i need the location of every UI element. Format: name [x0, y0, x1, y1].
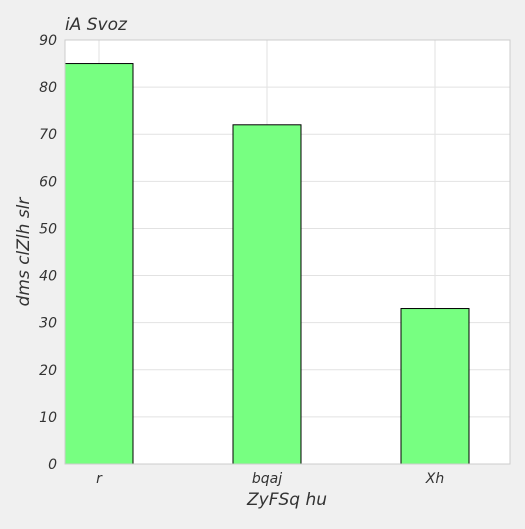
x-axis-label: ZyFSq hu — [246, 490, 327, 510]
y-tick-label: 0 — [48, 457, 57, 473]
y-tick-label: 80 — [39, 80, 57, 96]
bars — [64, 63, 470, 465]
bar — [64, 63, 134, 465]
chart-title: iA Svoz — [65, 15, 128, 35]
bar — [232, 124, 302, 465]
x-tick-label: r — [96, 471, 103, 487]
y-tick-label: 50 — [39, 221, 57, 237]
y-tick-label: 20 — [39, 363, 57, 379]
x-tick-label: bqaj — [252, 471, 282, 487]
y-tick-label: 40 — [39, 269, 57, 285]
y-axis-label: dms clZlh slr — [14, 197, 34, 307]
x-tick-label: Xh — [425, 471, 444, 487]
y-tick-label: 60 — [39, 174, 57, 190]
y-tick-label: 10 — [39, 410, 57, 426]
y-tick-label: 30 — [39, 316, 57, 332]
y-axis-ticks: 0 10 20 30 40 50 60 70 80 90 — [39, 33, 57, 473]
y-tick-label: 90 — [39, 33, 57, 49]
plot-frame — [64, 39, 511, 465]
x-axis-ticks: r bqaj Xh — [96, 471, 444, 487]
y-tick-label: 70 — [39, 127, 57, 143]
bar — [400, 308, 470, 465]
